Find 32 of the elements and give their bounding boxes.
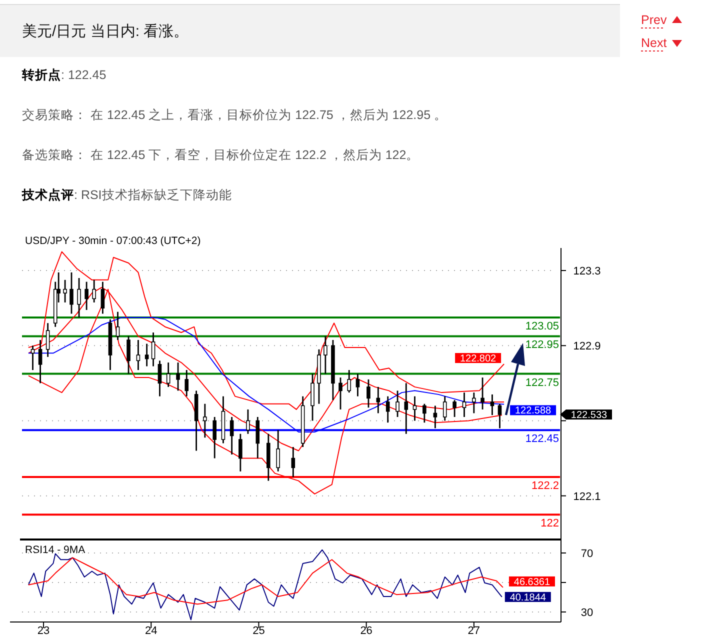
ref-line-label: 122.95 bbox=[525, 339, 559, 352]
value-tag: 122.588 bbox=[510, 405, 556, 417]
text: 交易策略： 在 122.45 之上，看涨，目标价位为 122.75 ，然后为 122.95 。 bbox=[22, 107, 448, 122]
y-tick-label: 70 bbox=[580, 548, 594, 560]
y-tick-label: 122.9 bbox=[573, 340, 601, 353]
y-tick-label: 30 bbox=[580, 606, 594, 619]
text: 技术点评: RSI技术指标缺乏下降动能 bbox=[21, 187, 232, 202]
y-tick-label: 122.1 bbox=[573, 490, 601, 503]
text: 备选策略： 在 122.45 下，看空，目标价位定在 122.2 ，然后为 122。 bbox=[22, 148, 420, 162]
value-tag: 46.6361 bbox=[508, 576, 555, 588]
data-label: 40.1844 bbox=[510, 592, 546, 604]
chart-title: 美元/日元 当日内: 看涨。 bbox=[22, 23, 189, 40]
data-label: 122.588 bbox=[514, 406, 552, 417]
chart-subtitle: USD/JPY - 30min - 07:00:43 (UTC+2) bbox=[25, 235, 201, 247]
ref-line-label: 123.05 bbox=[525, 320, 559, 332]
line-series bbox=[28, 557, 504, 605]
ref-line-label: 122.75 bbox=[525, 376, 559, 389]
x-tick-label: 26 bbox=[360, 625, 372, 637]
text: 转折点: 122.45 bbox=[21, 67, 106, 82]
data-label: 122.802 bbox=[460, 354, 497, 365]
ref-line-label: 122.2 bbox=[531, 480, 559, 492]
value-tag: 40.1844 bbox=[504, 592, 551, 604]
x-tick-label: 24 bbox=[144, 625, 158, 637]
y-tick-label: 123.3 bbox=[573, 266, 601, 278]
x-tick-label: 23 bbox=[37, 625, 50, 637]
chart-title: RSI14 - 9MA bbox=[25, 544, 86, 556]
ref-line-label: 122.45 bbox=[525, 433, 559, 446]
data-label: 46.6361 bbox=[514, 576, 550, 588]
ref-line-label: 122 bbox=[540, 518, 559, 530]
x-tick-label: 27 bbox=[468, 625, 480, 637]
value-tag: 122.802 bbox=[455, 353, 502, 365]
x-tick-label: 25 bbox=[252, 625, 265, 637]
